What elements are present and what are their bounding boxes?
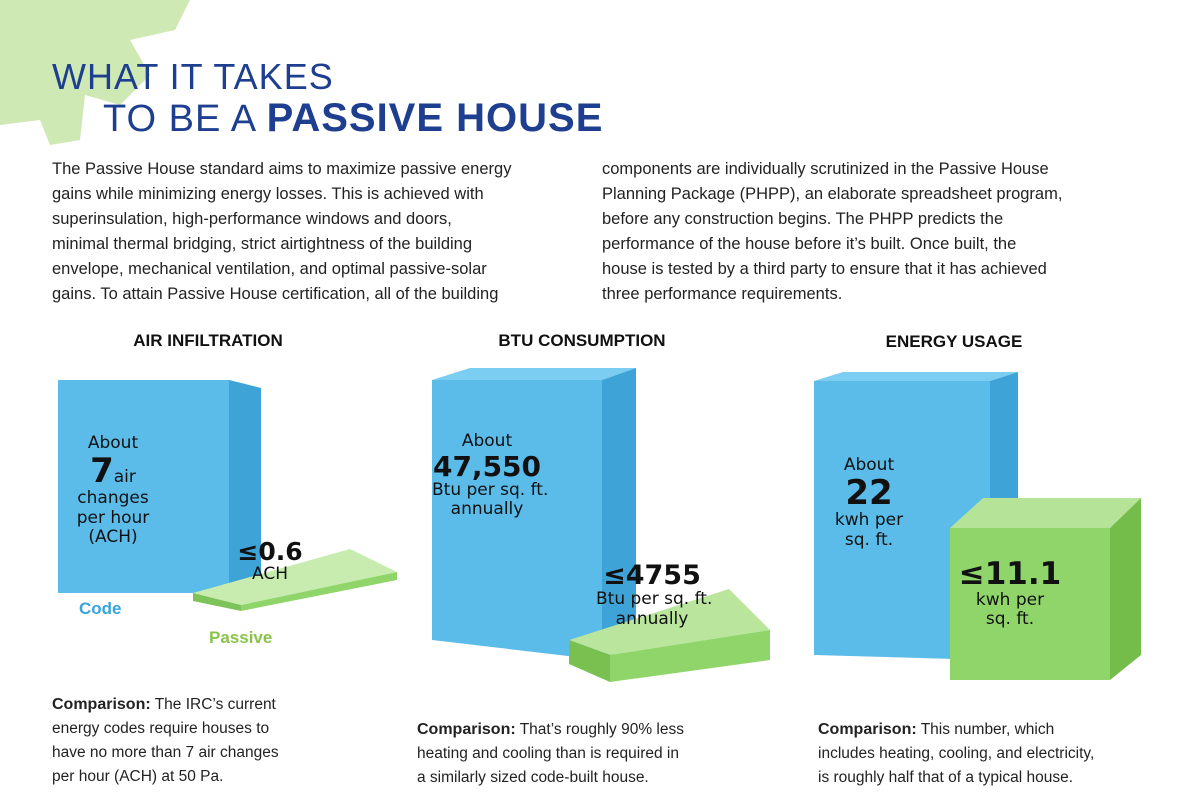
energy-passive-line2: kwh per: [975, 589, 1045, 610]
energy-code-cube-top: [814, 372, 1018, 381]
air-code-value: 7: [90, 450, 114, 491]
energy-code-line3: kwh per: [834, 510, 904, 531]
intro-line: gains. To attain Passive House certifica…: [52, 285, 499, 303]
intro-line: The Passive House standard aims to maxim…: [52, 160, 512, 178]
energy-comparison-line: includes heating, cooling, and electrici…: [818, 745, 1095, 762]
btu-passive-label: ≤4755 Btu per sq. ft. annually: [596, 560, 713, 629]
energy-code-about: About: [843, 455, 895, 475]
btu-code-cube: [432, 368, 636, 660]
intro-line: house is tested by a third party to ensu…: [602, 260, 1047, 278]
energy-comparison: Comparison: This number, which includes …: [818, 718, 1094, 790]
air-code-line4: per hour: [76, 507, 150, 528]
energy-usage-heading: ENERGY USAGE: [885, 332, 1023, 351]
btu-comparison: Comparison: That’s roughly 90% less heat…: [417, 718, 684, 790]
btu-passive-cube-side: [610, 630, 770, 682]
energy-passive-cube: [950, 498, 1141, 680]
btu-passive-cube-front: [569, 640, 610, 682]
gear-decoration: [0, 0, 190, 145]
btu-passive-cube: [569, 589, 770, 682]
air-passive-cube: [193, 549, 397, 611]
page-title-bold: PASSIVE HOUSE: [266, 96, 604, 140]
intro-line: Planning Package (PHPP), an elaborate sp…: [602, 185, 1063, 203]
intro-line: three performance requirements.: [602, 285, 843, 303]
btu-passive-line2: Btu per sq. ft.: [596, 589, 713, 610]
intro-line: gains while minimizing energy losses. Th…: [52, 185, 484, 203]
intro-text-left: The Passive House standard aims to maxim…: [52, 157, 511, 307]
air-comparison-line: The IRC’s current: [150, 696, 276, 713]
btu-consumption-heading: BTU CONSUMPTION: [498, 331, 666, 350]
energy-passive-value: ≤11.1: [958, 556, 1062, 592]
btu-passive-line3: annually: [615, 608, 689, 629]
energy-comparison-line: This number, which: [916, 721, 1055, 738]
page-title-light: TO BE A: [103, 98, 256, 140]
btu-comparison-line: a similarly sized code-built house.: [417, 769, 649, 786]
energy-code-value: 22: [845, 472, 893, 513]
air-code-about: About: [87, 433, 139, 453]
air-passive-value: ≤0.6: [237, 537, 303, 566]
energy-code-label: About 22 kwh per sq. ft.: [814, 455, 924, 550]
air-passive-cube-side: [241, 572, 397, 611]
air-code-cube: [58, 380, 261, 593]
intro-text-right: components are individually scrutinized …: [602, 157, 1062, 307]
energy-passive-cube-front: [950, 528, 1110, 680]
page-title-line2: TO BE A PASSIVE HOUSE: [103, 96, 603, 141]
air-infiltration-heading: AIR INFILTRATION: [133, 331, 283, 350]
air-code-label: About 7air changes per hour (ACH): [58, 433, 168, 548]
intro-line: before any construction begins. The PHPP…: [602, 210, 1004, 228]
btu-code-line4: annually: [450, 499, 524, 520]
intro-line: components are individually scrutinized …: [602, 160, 1049, 178]
air-comparison-line: have no more than 7 air changes: [52, 744, 279, 761]
energy-passive-line3: sq. ft.: [985, 609, 1035, 630]
air-comparison-label: Comparison:: [52, 696, 151, 713]
legend-passive: Passive: [209, 628, 273, 647]
legend-code: Code: [79, 599, 122, 618]
air-code-unit-inline: air: [113, 466, 136, 487]
air-code-line5: (ACH): [88, 527, 138, 548]
energy-passive-cube-side: [1110, 498, 1141, 680]
air-passive-cube-front: [193, 593, 241, 611]
btu-passive-value: ≤4755: [603, 560, 701, 591]
air-code-value-row: 7air: [58, 450, 168, 491]
air-comparison: Comparison: The IRC’s current energy cod…: [52, 693, 279, 789]
air-comparison-line: energy codes require houses to: [52, 720, 270, 737]
air-comparison-line: per hour (ACH) at 50 Pa.: [52, 768, 224, 785]
btu-comparison-label: Comparison:: [417, 721, 516, 738]
btu-passive-cube-top: [569, 589, 770, 655]
btu-code-cube-top: [432, 368, 636, 380]
intro-line: minimal thermal bridging, strict airtigh…: [52, 235, 473, 253]
intro-line: envelope, mechanical ventilation, and op…: [52, 260, 487, 278]
page-title-line1: WHAT IT TAKES: [52, 56, 334, 97]
air-code-cube-front: [58, 380, 229, 593]
energy-code-line4: sq. ft.: [844, 529, 894, 550]
energy-passive-cube-top: [950, 498, 1141, 528]
btu-code-value: 47,550: [432, 449, 542, 483]
btu-comparison-line: heating and cooling than is required in: [417, 745, 679, 762]
air-passive-cube-top: [193, 549, 397, 605]
btu-code-line3: Btu per sq. ft.: [432, 479, 549, 500]
energy-comparison-line: is roughly half that of a typical house.: [818, 769, 1074, 786]
gear-shape: [0, 0, 190, 145]
air-passive-label: ≤0.6 ACH: [232, 537, 308, 585]
intro-line: performance of the house before it’s bui…: [602, 235, 1017, 253]
btu-code-label: About 47,550 Btu per sq. ft. annually: [432, 431, 549, 520]
energy-code-cube-front: [814, 381, 990, 660]
energy-passive-label: ≤11.1 kwh per sq. ft.: [950, 558, 1070, 630]
energy-comparison-label: Comparison:: [818, 721, 917, 738]
air-passive-unit: ACH: [252, 564, 288, 585]
air-code-cube-side: [229, 380, 261, 593]
btu-code-cube-front: [432, 380, 602, 660]
btu-code-cube-side: [602, 368, 636, 660]
btu-code-about: About: [461, 431, 513, 451]
air-code-line3: changes: [77, 488, 149, 509]
btu-comparison-line: That’s roughly 90% less: [515, 721, 684, 738]
intro-line: superinsulation, high-performance window…: [52, 210, 452, 228]
